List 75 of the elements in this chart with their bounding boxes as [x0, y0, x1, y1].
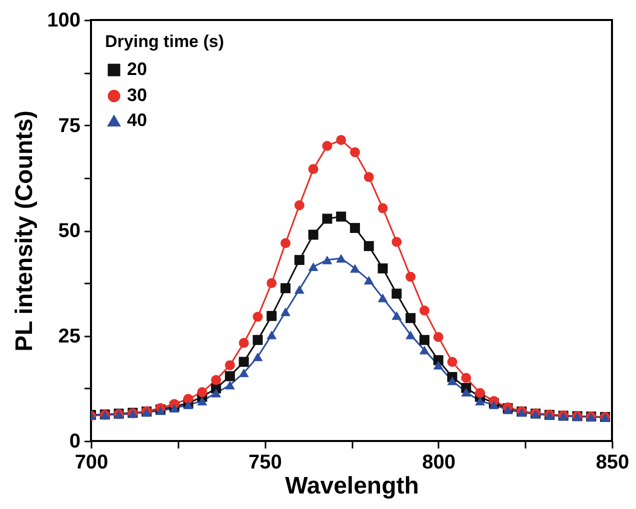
point	[322, 140, 332, 151]
point	[252, 352, 263, 362]
point	[252, 334, 263, 345]
y-tick-label: 100	[47, 10, 80, 32]
x-tick-label: 850	[596, 452, 630, 474]
point	[419, 306, 430, 316]
point	[336, 212, 346, 222]
point	[364, 276, 374, 285]
point	[392, 236, 402, 247]
point	[266, 278, 277, 288]
x-tick-label: 800	[422, 452, 456, 474]
y-tick-label: 75	[58, 114, 80, 137]
point	[294, 200, 304, 210]
point	[475, 388, 486, 398]
point	[266, 330, 277, 340]
point	[350, 264, 360, 273]
point	[406, 313, 416, 324]
point	[350, 222, 360, 233]
point	[392, 288, 402, 299]
point	[433, 332, 444, 342]
point	[294, 285, 304, 294]
point	[447, 356, 458, 367]
point	[252, 312, 263, 322]
point	[419, 346, 430, 354]
point	[280, 283, 291, 294]
point	[308, 230, 318, 240]
point	[475, 396, 486, 406]
point	[211, 388, 222, 398]
point	[308, 164, 318, 174]
point	[280, 307, 291, 316]
point	[224, 380, 235, 390]
point	[322, 256, 332, 264]
point	[502, 406, 513, 414]
y-axis-title: PL intensity (Counts)	[11, 110, 38, 352]
point	[211, 374, 222, 385]
x-tick-label: 750	[248, 452, 282, 474]
point	[266, 310, 277, 321]
point	[294, 254, 304, 265]
y-tick-label: 50	[58, 220, 80, 242]
legend-label: 20	[127, 59, 148, 79]
legend-label: 40	[127, 110, 148, 130]
legend-label: 30	[127, 85, 148, 105]
point	[336, 134, 346, 145]
point	[197, 387, 208, 398]
point	[419, 334, 430, 345]
y-tick-label: 0	[69, 430, 80, 452]
point	[392, 311, 402, 320]
point	[350, 147, 360, 158]
point	[280, 238, 291, 248]
point	[308, 262, 318, 272]
point	[169, 404, 180, 412]
point	[322, 214, 332, 224]
point	[461, 372, 472, 383]
point	[336, 254, 346, 263]
point	[378, 294, 388, 302]
legend-title: Drying time (s)	[105, 32, 224, 51]
point	[378, 203, 388, 214]
point	[238, 368, 249, 378]
point	[447, 376, 458, 386]
point	[378, 263, 388, 274]
y-tick-label: 25	[58, 325, 80, 348]
point	[461, 388, 472, 396]
point	[406, 272, 416, 282]
x-axis-title: Wavelength	[285, 472, 419, 500]
x-tick-label: 700	[74, 452, 108, 474]
point	[406, 330, 416, 340]
point	[433, 355, 444, 366]
point	[197, 396, 208, 406]
point	[433, 360, 444, 370]
point	[364, 241, 374, 252]
point	[364, 172, 374, 182]
point	[238, 356, 249, 367]
point	[238, 338, 249, 348]
point	[224, 360, 235, 370]
point	[224, 371, 235, 382]
